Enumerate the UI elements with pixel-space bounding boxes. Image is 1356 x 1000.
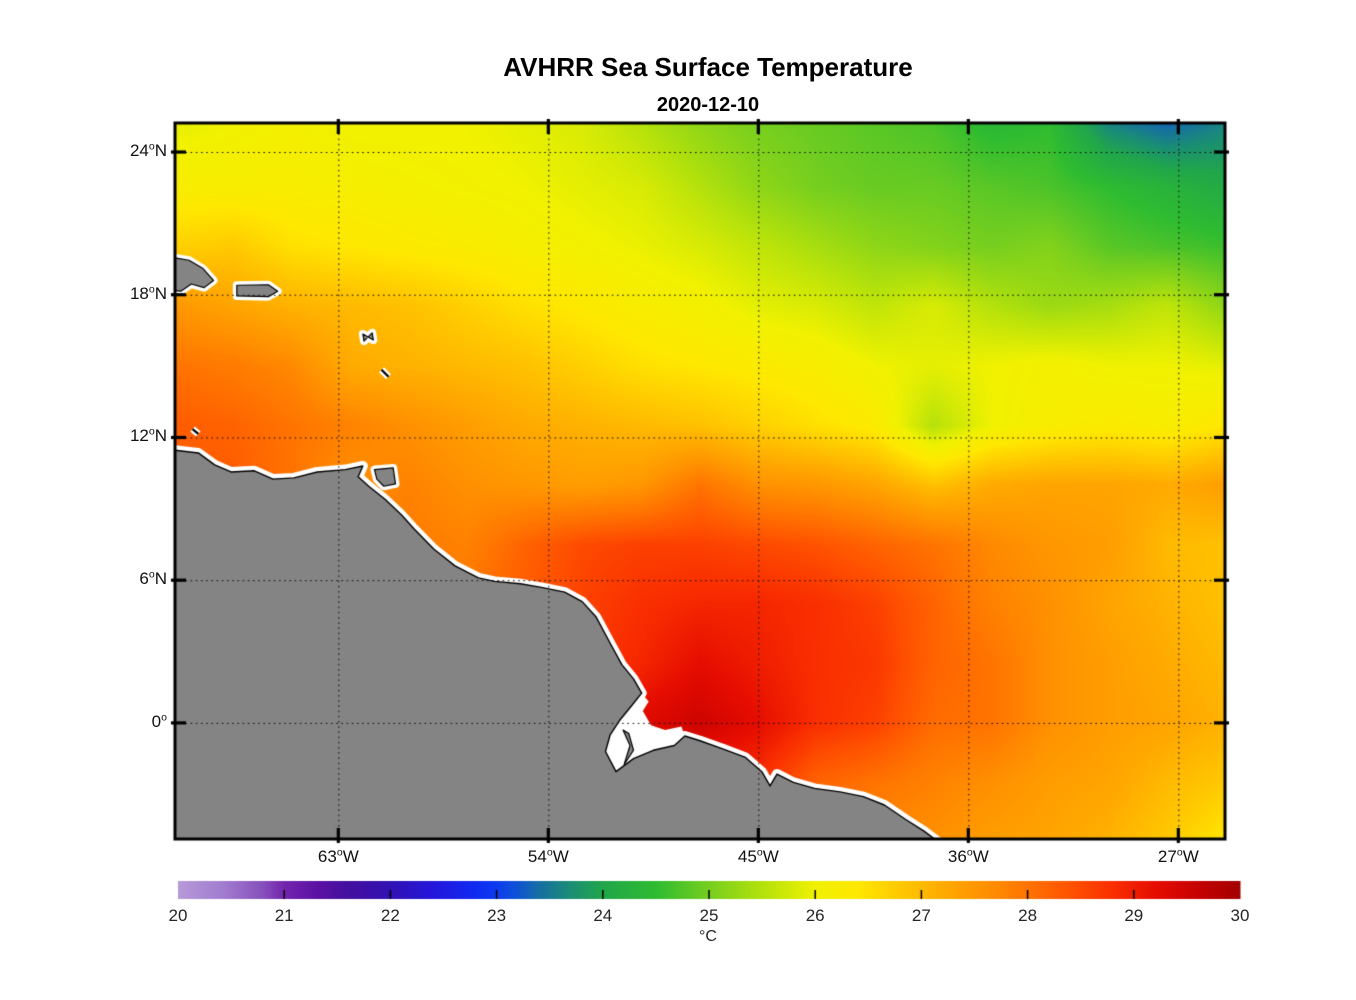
colorbar-tick-label-30: 30	[1230, 906, 1250, 925]
colorbar-tick-label-28: 28	[1018, 906, 1038, 925]
degree-symbol: o	[148, 425, 155, 438]
degree-symbol: o	[546, 846, 553, 859]
x-axis-tick-label-63W: 63oW	[317, 846, 359, 866]
x-axis-tick-label-45W: 45oW	[737, 846, 779, 866]
colorbar-tick-label-23: 23	[487, 906, 507, 925]
y-axis-tick-label-12N: 12oN	[129, 425, 167, 446]
colorbar-unit-label: °C	[699, 928, 717, 945]
degree-symbol: o	[148, 283, 155, 296]
colorbar-tick-label-24: 24	[593, 906, 613, 925]
y-axis-tick-label-6N: 6oN	[139, 568, 167, 589]
colorbar-tick-label-25: 25	[699, 906, 719, 925]
colorbar-tick-label-27: 27	[911, 906, 931, 925]
x-axis-tick-label-54W: 54oW	[527, 846, 569, 866]
degree-symbol: o	[148, 140, 155, 153]
colorbar-tick-label-22: 22	[380, 906, 400, 925]
x-axis-tick-label-27W: 27oW	[1157, 846, 1199, 866]
colorbar-tick-label-29: 29	[1124, 906, 1144, 925]
degree-symbol: o	[966, 846, 973, 859]
y-axis-tick-label-18N: 18oN	[129, 283, 167, 303]
y-axis-tick-label-0: 0o	[151, 711, 167, 731]
colorbar-tick-label-21: 21	[274, 906, 294, 925]
degree-symbol: o	[148, 568, 155, 581]
figure-subtitle: 2020-12-10	[656, 94, 760, 116]
degree-symbol: o	[336, 846, 343, 859]
x-axis-tick-label-36W: 36oW	[947, 846, 989, 866]
degree-symbol: o	[756, 846, 763, 859]
colorbar-tick-label-26: 26	[805, 906, 825, 925]
figure-title: AVHRR Sea Surface Temperature	[503, 52, 913, 82]
degree-symbol: o	[1176, 846, 1183, 859]
degree-symbol: o	[161, 711, 167, 724]
y-axis-tick-label-24N: 24oN	[129, 140, 167, 161]
colorbar-tick-label-20: 20	[168, 906, 188, 925]
